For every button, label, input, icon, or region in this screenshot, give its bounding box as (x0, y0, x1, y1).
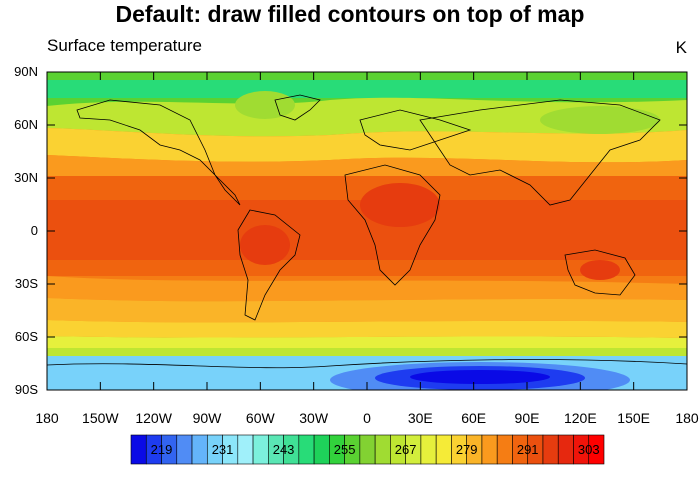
colorbar (130, 434, 605, 465)
lon-tick-label: 150E (617, 410, 650, 426)
units-label: K (675, 38, 687, 57)
lon-tick-label: 120E (563, 410, 597, 426)
lon-tick-label: 150W (82, 410, 119, 426)
lat-tick-label: 0 (30, 223, 38, 238)
colorbar-label: 255 (333, 442, 356, 457)
colorbar-label: 291 (516, 442, 539, 457)
colorbar-label: 243 (272, 442, 295, 457)
lon-tick-label: 60W (245, 410, 275, 426)
lon-tick-label: 180 (675, 410, 699, 426)
lat-tick-label: 30N (14, 170, 38, 185)
colorbar-label: 267 (394, 442, 417, 457)
lon-tick-label: 0 (363, 410, 371, 426)
colorbar-label: 303 (577, 442, 600, 457)
lat-tick-label: 60N (14, 117, 38, 132)
axis-ticks (46, 71, 688, 391)
variable-name: Surface temperature (47, 36, 202, 55)
lat-tick-label: 90S (14, 382, 38, 397)
filled-contours (47, 72, 687, 390)
lon-tick-label: 180 (35, 410, 59, 426)
lat-tick-label: 60S (14, 329, 38, 344)
lat-tick-label: 30S (14, 276, 38, 291)
coastlines (47, 94, 687, 369)
lon-tick-label: 90W (192, 410, 222, 426)
colorbar-label: 279 (455, 442, 478, 457)
lon-tick-label: 30W (299, 410, 329, 426)
lon-tick-label: 60E (461, 410, 487, 426)
colorbar-label: 219 (150, 442, 173, 457)
lon-tick-label: 90E (514, 410, 540, 426)
map-title: Default: draw filled contours on top of … (115, 1, 585, 27)
colorbar-swatch (588, 434, 605, 465)
colorbar-label: 231 (211, 442, 234, 457)
lon-tick-label: 120W (135, 410, 172, 426)
lat-tick-label: 90N (14, 64, 38, 79)
lon-tick-label: 30E (407, 410, 433, 426)
